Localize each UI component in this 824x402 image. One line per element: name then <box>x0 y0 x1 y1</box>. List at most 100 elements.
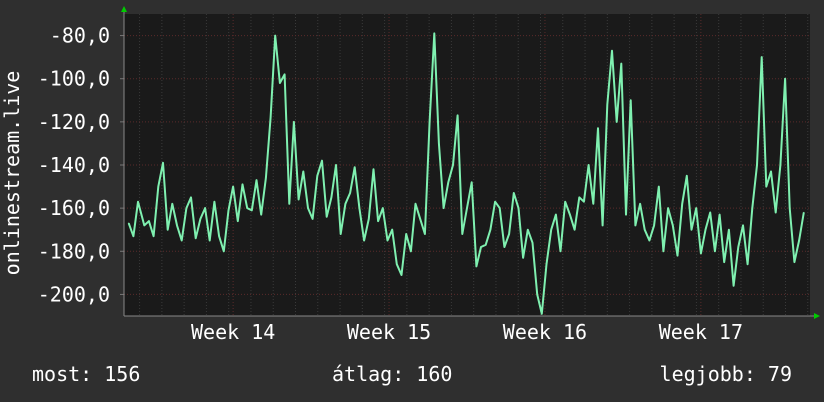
data-point <box>770 170 772 173</box>
data-point <box>443 207 445 209</box>
data-point <box>737 246 739 248</box>
data-point <box>137 201 139 203</box>
line-chart: -80,0 -100,0 -120,0 -140,0 -160,0 -180,0 -200,… <box>0 6 820 344</box>
data-point <box>181 239 183 242</box>
data-point <box>747 263 749 265</box>
y-tick-label: -200,0 <box>38 282 110 306</box>
data-point <box>167 229 169 231</box>
x-tick-label: Week 15 <box>347 320 431 344</box>
data-point <box>714 250 716 252</box>
data-point <box>709 211 711 214</box>
data-point <box>260 214 262 216</box>
data-point <box>251 209 253 211</box>
x-tick-label: Week 17 <box>659 320 743 344</box>
data-point <box>775 211 777 214</box>
data-point <box>209 239 211 242</box>
data-point <box>232 186 234 188</box>
data-point <box>213 201 215 203</box>
data-point <box>372 168 375 170</box>
data-point <box>583 201 585 203</box>
data-point <box>171 203 173 205</box>
data-point <box>667 207 669 209</box>
data-point <box>588 164 590 166</box>
data-point <box>218 235 220 237</box>
data-point <box>288 203 290 205</box>
data-point <box>489 229 491 231</box>
data-point <box>433 32 435 35</box>
data-point <box>723 261 725 263</box>
data-point <box>410 250 412 252</box>
y-tick-label: -120,0 <box>38 110 110 134</box>
data-point <box>704 229 707 231</box>
data-point <box>312 218 314 220</box>
data-point <box>237 220 239 222</box>
data-point <box>644 229 646 231</box>
data-point <box>400 274 403 276</box>
data-point <box>270 116 272 119</box>
data-point <box>279 82 281 84</box>
data-point <box>606 104 608 106</box>
data-point <box>321 160 323 162</box>
data-point <box>550 229 552 231</box>
data-point <box>480 246 482 248</box>
data-point <box>391 229 393 231</box>
data-point <box>199 218 201 220</box>
data-point <box>241 183 244 185</box>
data-point <box>265 177 267 179</box>
data-point <box>536 293 538 295</box>
data-point <box>128 222 130 224</box>
data-point <box>686 175 688 177</box>
data-point <box>204 207 206 209</box>
data-point <box>405 233 407 235</box>
y-tick-label: -180,0 <box>38 239 110 263</box>
data-point <box>344 203 346 205</box>
data-point <box>298 198 300 201</box>
y-tick-label: -140,0 <box>38 153 110 177</box>
data-point <box>274 35 276 37</box>
data-point <box>494 201 496 203</box>
data-point <box>513 192 515 194</box>
data-point <box>793 261 796 263</box>
data-point <box>223 250 225 252</box>
data-point <box>475 265 477 267</box>
data-point <box>733 285 735 287</box>
data-point <box>485 244 487 246</box>
data-point <box>419 218 421 220</box>
data-point <box>672 224 674 226</box>
x-tick-label: Week 14 <box>191 320 275 344</box>
data-point <box>307 207 309 209</box>
data-point <box>653 224 655 226</box>
data-point <box>414 203 417 205</box>
data-point <box>148 220 150 222</box>
data-point <box>541 313 543 315</box>
data-point <box>447 181 449 183</box>
data-point <box>335 164 337 166</box>
data-point <box>569 214 571 216</box>
data-point <box>368 218 370 220</box>
data-point <box>700 252 702 254</box>
data-point <box>756 164 758 166</box>
data-point <box>176 224 178 226</box>
data-point <box>396 263 398 265</box>
data-point <box>620 63 622 65</box>
data-point <box>784 78 786 80</box>
data-point <box>153 235 155 237</box>
data-point <box>340 233 342 235</box>
data-point <box>578 196 580 198</box>
data-point <box>611 50 613 52</box>
data-point <box>602 224 604 226</box>
y-tick-label: -100,0 <box>38 67 110 91</box>
data-point <box>363 239 365 242</box>
data-point <box>508 233 510 235</box>
data-point <box>255 179 258 181</box>
data-point <box>195 237 197 239</box>
data-point <box>246 207 248 209</box>
data-point <box>227 209 230 211</box>
data-point <box>676 255 679 257</box>
data-point <box>789 207 791 209</box>
y-axis-arrow <box>121 6 127 12</box>
data-point <box>695 207 697 209</box>
data-point <box>597 127 599 129</box>
data-point <box>143 224 145 226</box>
